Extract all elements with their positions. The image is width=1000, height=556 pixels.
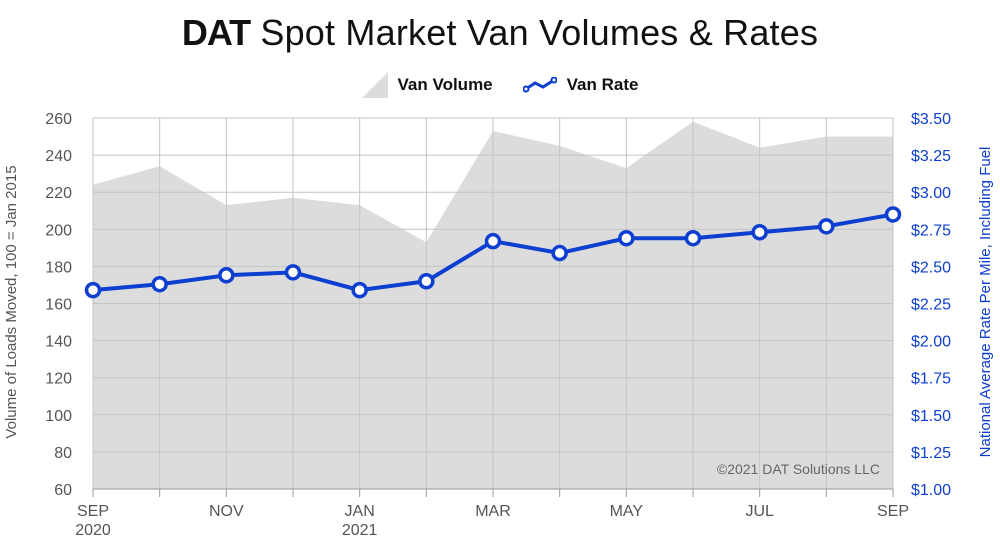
x-tick-label: SEP <box>77 503 109 520</box>
y-left-tick-label: 220 <box>45 185 72 202</box>
copyright-watermark: ©2021 DAT Solutions LLC <box>717 461 880 477</box>
legend-label-volume: Van Volume <box>397 75 493 94</box>
y-right-tick-label: $1.50 <box>911 408 951 425</box>
y-right-tick-label: $1.00 <box>911 482 951 499</box>
y-axis-left-label: Volume of Loads Moved, 100 = Jan 2015 <box>3 165 20 438</box>
rate-point <box>218 267 235 284</box>
x-tick-label: JUL <box>745 503 774 520</box>
x-tick-label: NOV <box>209 503 244 520</box>
y-left-tick-label: 140 <box>45 334 72 351</box>
y-left-tick-label: 120 <box>45 371 72 388</box>
x-tick-label-year: 2020 <box>75 522 111 539</box>
x-tick-label: MAR <box>475 503 511 520</box>
chart-title: DAT Spot Market Van Volumes & Rates <box>0 12 1000 54</box>
rate-point <box>551 244 568 262</box>
rate-point <box>151 275 168 293</box>
y-right-tick-label: $3.00 <box>911 185 951 202</box>
rate-point <box>884 206 902 223</box>
y-right-tick-label: $2.75 <box>911 222 951 239</box>
rate-point <box>751 224 768 241</box>
y-left-tick-label: 240 <box>45 148 72 165</box>
area-swatch-icon <box>361 72 388 98</box>
y-right-tick-label: $3.25 <box>911 148 951 165</box>
y-right-tick-label: $1.25 <box>911 445 951 462</box>
x-tick-label-year: 2021 <box>342 522 378 539</box>
y-left-tick-label: 80 <box>54 445 72 462</box>
rate-point <box>351 281 368 299</box>
y-right-tick-label: $3.50 <box>911 111 951 128</box>
rate-point <box>684 229 702 247</box>
x-tick-label: MAY <box>610 503 644 520</box>
rate-point <box>418 272 435 290</box>
y-right-tick-label: $2.25 <box>911 297 951 314</box>
y-left-tick-label: 180 <box>45 259 72 276</box>
rate-point <box>484 232 502 250</box>
rate-point <box>818 218 835 235</box>
legend-label-rate: Van Rate <box>566 75 639 94</box>
y-left-tick-label: 260 <box>45 111 72 128</box>
y-axis-right-label: National Average Rate Per Mile, Includin… <box>977 147 994 458</box>
legend: Van Volume Van Rate <box>0 72 1000 98</box>
y-right-tick-label: $2.50 <box>911 259 951 276</box>
legend-item-rate: Van Rate <box>522 75 639 95</box>
x-tick-label: JAN <box>345 503 375 520</box>
y-left-tick-label: 200 <box>45 222 72 239</box>
rate-point <box>84 281 102 299</box>
y-left-tick-label: 60 <box>54 482 72 499</box>
y-left-tick-label: 160 <box>45 297 72 314</box>
title-brand: DAT <box>181 12 251 53</box>
y-right-tick-label: $1.75 <box>911 371 951 388</box>
rate-point <box>618 229 635 247</box>
x-tick-label: SEP <box>877 503 909 520</box>
line-swatch-icon <box>522 77 557 93</box>
legend-item-volume: Van Volume <box>361 72 493 98</box>
y-right-tick-label: $2.00 <box>911 334 951 351</box>
y-left-tick-label: 100 <box>45 408 72 425</box>
title-text: Spot Market Van Volumes & Rates <box>260 12 819 53</box>
rate-point <box>284 264 302 281</box>
